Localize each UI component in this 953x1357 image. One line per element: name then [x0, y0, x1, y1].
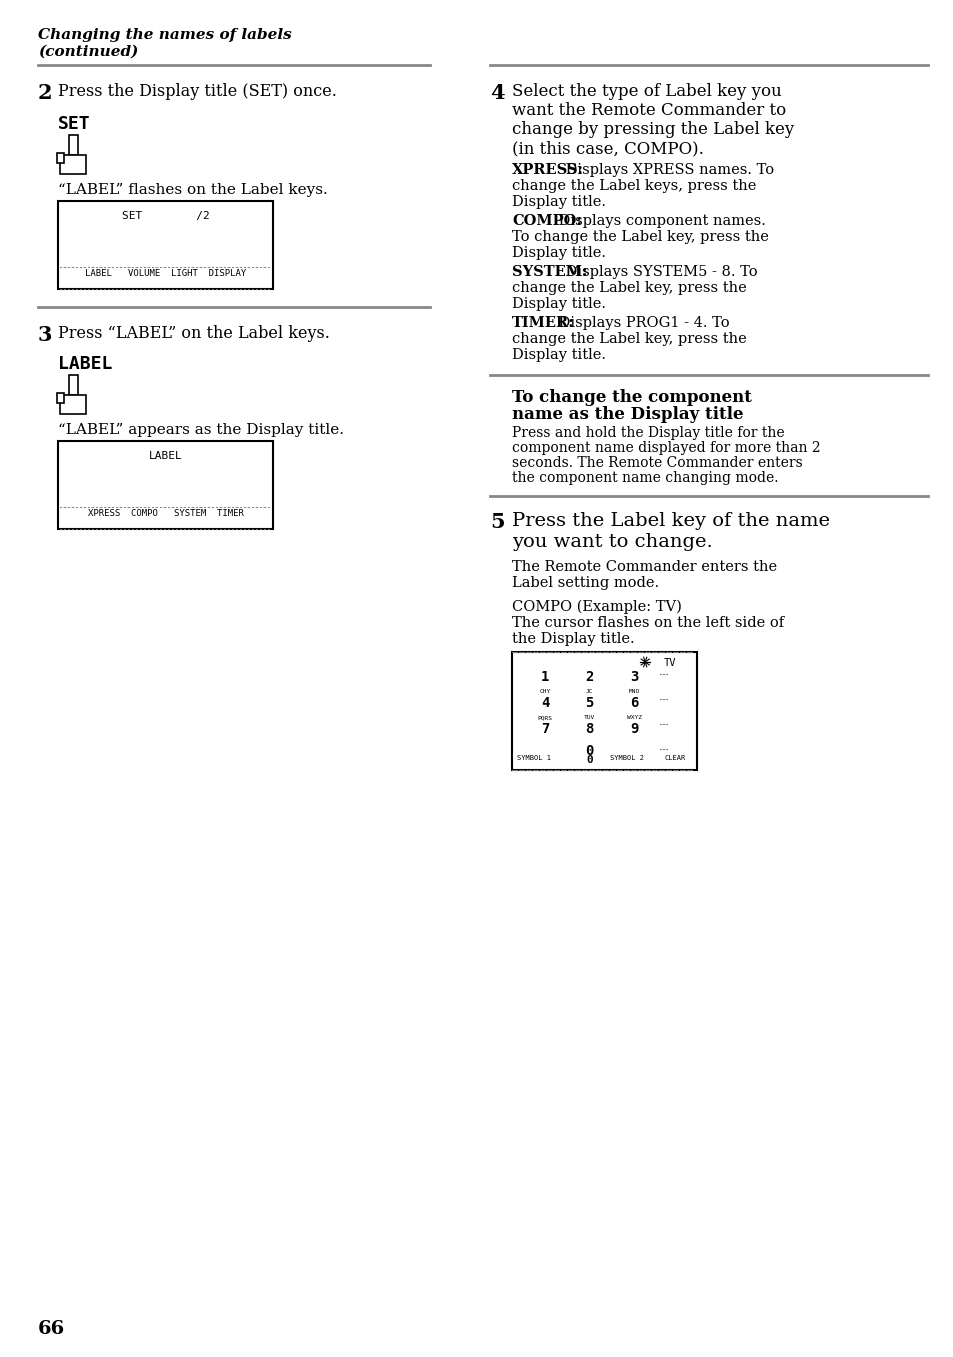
Text: the Display title.: the Display title. [512, 632, 634, 646]
Text: Changing the names of labels: Changing the names of labels [38, 28, 292, 42]
Text: JC: JC [585, 689, 593, 693]
Text: Displays XPRESS names. To: Displays XPRESS names. To [560, 163, 773, 176]
Text: the component name changing mode.: the component name changing mode. [512, 471, 778, 484]
Text: 9: 9 [629, 722, 638, 735]
Text: “LABEL” flashes on the Label keys.: “LABEL” flashes on the Label keys. [58, 183, 328, 197]
Bar [60, 395, 87, 414]
Text: LABEL: LABEL [149, 451, 182, 461]
Text: name as the Display title: name as the Display title [512, 406, 742, 423]
Text: Display title.: Display title. [512, 246, 605, 261]
Text: 6: 6 [629, 696, 638, 710]
Text: SET: SET [58, 115, 91, 133]
Text: To change the Label key, press the: To change the Label key, press the [512, 229, 768, 244]
Text: SYSTEM:: SYSTEM: [512, 265, 587, 280]
Text: Displays SYSTEM5 - 8. To: Displays SYSTEM5 - 8. To [560, 265, 757, 280]
Text: XPRESS  COMPO   SYSTEM  TIMER: XPRESS COMPO SYSTEM TIMER [88, 509, 243, 518]
Text: 8: 8 [585, 722, 594, 735]
Text: Press and hold the Display title for the: Press and hold the Display title for the [512, 426, 783, 440]
Text: PQRS: PQRS [537, 715, 552, 721]
Text: WXYZ: WXYZ [626, 715, 641, 721]
Text: LABEL: LABEL [58, 356, 112, 373]
Bar [69, 134, 77, 155]
Text: MNO: MNO [628, 689, 639, 693]
Text: 4: 4 [490, 83, 504, 103]
Bar [60, 155, 87, 174]
Text: TUV: TUV [583, 715, 595, 721]
Text: LABEL   VOLUME  LIGHT  DISPLAY: LABEL VOLUME LIGHT DISPLAY [85, 269, 246, 278]
Bar [57, 394, 64, 403]
Text: 1: 1 [540, 670, 549, 684]
Text: 5: 5 [585, 696, 594, 710]
Text: Press the Display title (SET) once.: Press the Display title (SET) once. [58, 83, 336, 100]
Text: To change the component: To change the component [512, 389, 751, 406]
Text: XPRESS:: XPRESS: [512, 163, 583, 176]
Text: Press “LABEL” on the Label keys.: Press “LABEL” on the Label keys. [58, 324, 330, 342]
Text: Press the Label key of the name: Press the Label key of the name [512, 512, 829, 531]
Text: change the Label keys, press the: change the Label keys, press the [512, 179, 756, 193]
Text: 66: 66 [38, 1320, 65, 1338]
Text: component name displayed for more than 2: component name displayed for more than 2 [512, 441, 820, 455]
Text: 3: 3 [629, 670, 638, 684]
Text: 0: 0 [586, 754, 593, 765]
Bar [69, 375, 77, 395]
Text: Display title.: Display title. [512, 195, 605, 209]
Text: change the Label key, press the: change the Label key, press the [512, 281, 746, 294]
Text: change by pressing the Label key: change by pressing the Label key [512, 121, 794, 138]
Text: SET        /2: SET /2 [121, 210, 209, 221]
Text: Label setting mode.: Label setting mode. [512, 575, 659, 590]
Text: COMPO:: COMPO: [512, 214, 581, 228]
Text: you want to change.: you want to change. [512, 533, 712, 551]
Text: CLEAR: CLEAR [663, 754, 684, 761]
Text: Displays PROG1 - 4. To: Displays PROG1 - 4. To [554, 316, 729, 330]
Text: The cursor flashes on the left side of: The cursor flashes on the left side of [512, 616, 783, 630]
Bar [57, 153, 64, 163]
Text: CHY: CHY [539, 689, 550, 693]
Text: COMPO (Example: TV): COMPO (Example: TV) [512, 600, 681, 615]
Text: Display title.: Display title. [512, 347, 605, 362]
Text: “LABEL” appears as the Display title.: “LABEL” appears as the Display title. [58, 423, 344, 437]
Text: The Remote Commander enters the: The Remote Commander enters the [512, 560, 777, 574]
Text: 4: 4 [540, 696, 549, 710]
Text: 3: 3 [38, 324, 52, 345]
Text: Display title.: Display title. [512, 297, 605, 311]
Bar [58, 441, 273, 529]
Text: SYMBOL 1: SYMBOL 1 [517, 754, 551, 761]
Text: change the Label key, press the: change the Label key, press the [512, 332, 746, 346]
Text: 2: 2 [585, 670, 594, 684]
Bar [58, 201, 273, 289]
Text: TV: TV [663, 658, 676, 668]
Text: (in this case, COMPO).: (in this case, COMPO). [512, 140, 703, 157]
Text: Displays component names.: Displays component names. [554, 214, 765, 228]
Text: 7: 7 [540, 722, 549, 735]
Text: 0: 0 [585, 744, 594, 759]
Text: Select the type of Label key you: Select the type of Label key you [512, 83, 781, 100]
Text: (continued): (continued) [38, 45, 138, 58]
Text: 2: 2 [38, 83, 52, 103]
Text: 5: 5 [490, 512, 504, 532]
Text: TIMER:: TIMER: [512, 316, 574, 330]
Bar [512, 651, 697, 769]
Text: SYMBOL 2: SYMBOL 2 [609, 754, 643, 761]
Text: seconds. The Remote Commander enters: seconds. The Remote Commander enters [512, 456, 801, 470]
Text: want the Remote Commander to: want the Remote Commander to [512, 102, 785, 119]
